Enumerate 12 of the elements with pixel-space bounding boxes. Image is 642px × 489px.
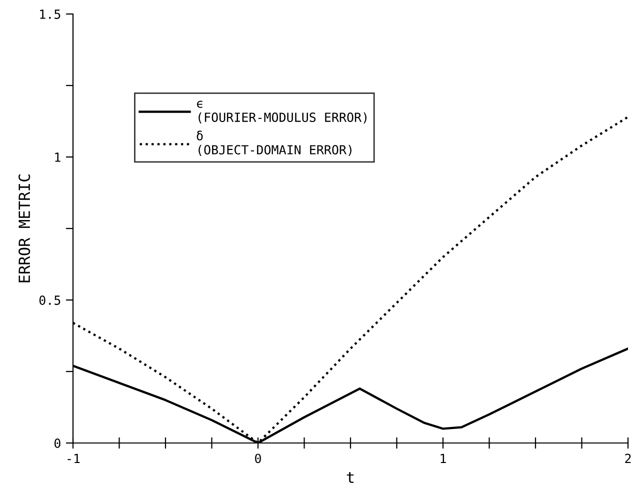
x-tick-label: 2 xyxy=(625,454,631,463)
x-tick-label: 0 xyxy=(255,454,261,464)
legend-label: ϵ (FOURIER-MODULUS ERROR) xyxy=(196,100,366,124)
y-tick-label: 1 xyxy=(55,152,60,162)
x-axis-title: t xyxy=(346,472,354,483)
y-tick-label: 1.5 xyxy=(40,10,60,19)
y-tick-label: 0 xyxy=(54,438,60,448)
y-axis-title: ERROR METRIC xyxy=(18,174,30,282)
x-tick-label: -1 xyxy=(68,454,80,463)
y-tick-label: 0.5 xyxy=(39,296,60,305)
legend-label: δ (OBJECT-DOMAIN ERROR) xyxy=(196,130,352,156)
x-tick-label: 1 xyxy=(440,454,446,463)
